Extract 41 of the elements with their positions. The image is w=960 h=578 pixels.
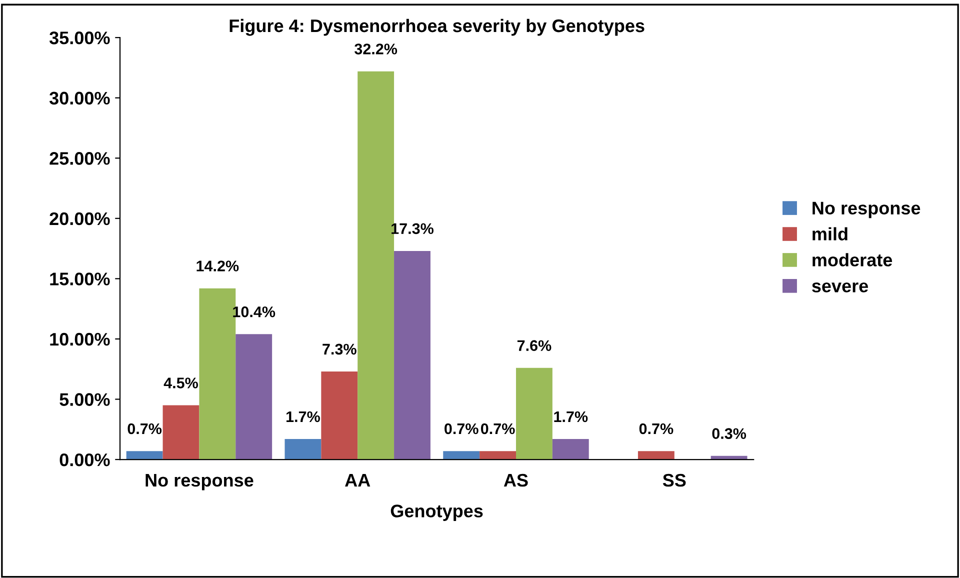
legend-label: No response (812, 202, 920, 218)
y-tick-label: 5.00% (60, 393, 110, 406)
bar (284, 439, 322, 460)
bar (394, 250, 430, 460)
chart-title: Figure 4: Dysmenorrhoea severity by Genotypes (230, 18, 644, 36)
data-label: 0.3% (712, 428, 746, 440)
data-label: 14.2% (196, 260, 239, 272)
x-tick-label: AA (345, 474, 370, 486)
y-tick-label: 30.00% (49, 92, 110, 105)
bar (516, 368, 552, 460)
y-tick-label: 15.00% (50, 272, 110, 286)
x-axis-title: Genotypes (390, 504, 483, 521)
bar (552, 439, 589, 460)
bar (236, 334, 272, 460)
data-label: 7.6% (517, 340, 552, 351)
x-tick-label: SS (662, 474, 686, 487)
y-tick-label: 25.00% (50, 152, 110, 165)
bar (638, 451, 674, 460)
legend-label: mild (812, 227, 848, 240)
bar (162, 405, 200, 460)
legend-label: severe (812, 282, 868, 292)
bar (321, 372, 358, 460)
y-tick-label: 35.00% (49, 32, 110, 44)
y-tick-label: 10.00% (50, 332, 110, 346)
data-label: 1.7% (286, 411, 320, 422)
bar (443, 451, 480, 460)
data-label: 1.7% (554, 411, 588, 422)
data-label: 4.5% (164, 378, 198, 388)
x-tick-label: No response (146, 474, 254, 490)
bar (480, 451, 516, 460)
y-tick-label: 20.00% (50, 212, 110, 226)
data-label: 0.7% (128, 423, 162, 434)
y-tick-label: 0.00% (60, 453, 110, 466)
legend-label: moderate (812, 253, 892, 266)
data-label: 32.2% (354, 44, 398, 54)
data-label: 0.7% (480, 423, 515, 434)
data-label: 0.7% (639, 423, 674, 434)
data-label: 7.3% (322, 344, 356, 355)
bar (126, 451, 163, 460)
x-tick-label: AS (504, 474, 528, 487)
data-label: 0.7% (444, 423, 478, 434)
